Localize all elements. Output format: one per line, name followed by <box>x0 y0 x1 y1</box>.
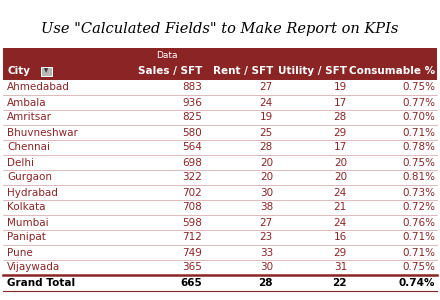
Text: Rent / SFT: Rent / SFT <box>213 66 273 76</box>
Text: 322: 322 <box>182 172 202 182</box>
Text: 365: 365 <box>182 262 202 272</box>
Text: 0.76%: 0.76% <box>402 218 435 227</box>
Text: 17: 17 <box>334 98 347 107</box>
Text: 28: 28 <box>260 142 273 152</box>
Text: Utility / SFT: Utility / SFT <box>278 66 347 76</box>
Text: 27: 27 <box>260 82 273 92</box>
Text: 23: 23 <box>260 232 273 242</box>
Text: 0.72%: 0.72% <box>402 202 435 212</box>
Text: ▼: ▼ <box>44 68 48 74</box>
Text: 0.74%: 0.74% <box>399 278 435 288</box>
Text: Data: Data <box>156 52 177 61</box>
Text: 21: 21 <box>334 202 347 212</box>
Text: 665: 665 <box>180 278 202 288</box>
Text: 0.71%: 0.71% <box>402 248 435 257</box>
Text: Vijaywada: Vijaywada <box>7 262 60 272</box>
Text: Ambala: Ambala <box>7 98 47 107</box>
Text: 580: 580 <box>182 128 202 137</box>
Text: 24: 24 <box>334 188 347 197</box>
Text: Chennai: Chennai <box>7 142 50 152</box>
Text: 20: 20 <box>334 172 347 182</box>
Text: 20: 20 <box>334 158 347 167</box>
Text: 0.71%: 0.71% <box>402 232 435 242</box>
Text: 749: 749 <box>182 248 202 257</box>
Text: 698: 698 <box>182 158 202 167</box>
Bar <box>3 48 437 80</box>
Text: 19: 19 <box>334 82 347 92</box>
Text: 564: 564 <box>182 142 202 152</box>
Text: Pune: Pune <box>7 248 33 257</box>
Text: 24: 24 <box>334 218 347 227</box>
Text: 24: 24 <box>260 98 273 107</box>
Text: Sales / SFT: Sales / SFT <box>138 66 202 76</box>
Text: 19: 19 <box>260 112 273 122</box>
Text: 29: 29 <box>334 128 347 137</box>
Text: 38: 38 <box>260 202 273 212</box>
Text: 0.77%: 0.77% <box>402 98 435 107</box>
Text: 28: 28 <box>334 112 347 122</box>
Text: 31: 31 <box>334 262 347 272</box>
Text: 20: 20 <box>260 158 273 167</box>
Text: Gurgaon: Gurgaon <box>7 172 52 182</box>
Text: Delhi: Delhi <box>7 158 34 167</box>
FancyBboxPatch shape <box>40 67 51 76</box>
Text: Amritsar: Amritsar <box>7 112 52 122</box>
Text: 28: 28 <box>259 278 273 288</box>
Text: 0.70%: 0.70% <box>402 112 435 122</box>
Text: 0.73%: 0.73% <box>402 188 435 197</box>
Text: 0.81%: 0.81% <box>402 172 435 182</box>
Text: 22: 22 <box>333 278 347 288</box>
Text: 0.78%: 0.78% <box>402 142 435 152</box>
Text: Ahmedabad: Ahmedabad <box>7 82 70 92</box>
Text: Kolkata: Kolkata <box>7 202 45 212</box>
Text: 17: 17 <box>334 142 347 152</box>
Text: 702: 702 <box>182 188 202 197</box>
Text: 29: 29 <box>334 248 347 257</box>
Text: Mumbai: Mumbai <box>7 218 49 227</box>
Text: 0.75%: 0.75% <box>402 82 435 92</box>
Text: 708: 708 <box>182 202 202 212</box>
Text: Consumable %: Consumable % <box>349 66 435 76</box>
Text: 825: 825 <box>182 112 202 122</box>
Text: 33: 33 <box>260 248 273 257</box>
Text: 712: 712 <box>182 232 202 242</box>
Text: 598: 598 <box>182 218 202 227</box>
Text: 936: 936 <box>182 98 202 107</box>
Text: Bhuvneshwar: Bhuvneshwar <box>7 128 78 137</box>
Text: 16: 16 <box>334 232 347 242</box>
Text: Hydrabad: Hydrabad <box>7 188 58 197</box>
Text: 20: 20 <box>260 172 273 182</box>
Text: Use "Calculated Fields" to Make Report on KPIs: Use "Calculated Fields" to Make Report o… <box>41 22 399 36</box>
Text: 25: 25 <box>260 128 273 137</box>
Text: 27: 27 <box>260 218 273 227</box>
Text: 883: 883 <box>182 82 202 92</box>
Text: 0.75%: 0.75% <box>402 158 435 167</box>
Text: 0.75%: 0.75% <box>402 262 435 272</box>
Text: Grand Total: Grand Total <box>7 278 75 288</box>
Text: Panipat: Panipat <box>7 232 46 242</box>
Text: 0.71%: 0.71% <box>402 128 435 137</box>
Text: City: City <box>7 66 30 76</box>
Text: 30: 30 <box>260 262 273 272</box>
Text: 30: 30 <box>260 188 273 197</box>
